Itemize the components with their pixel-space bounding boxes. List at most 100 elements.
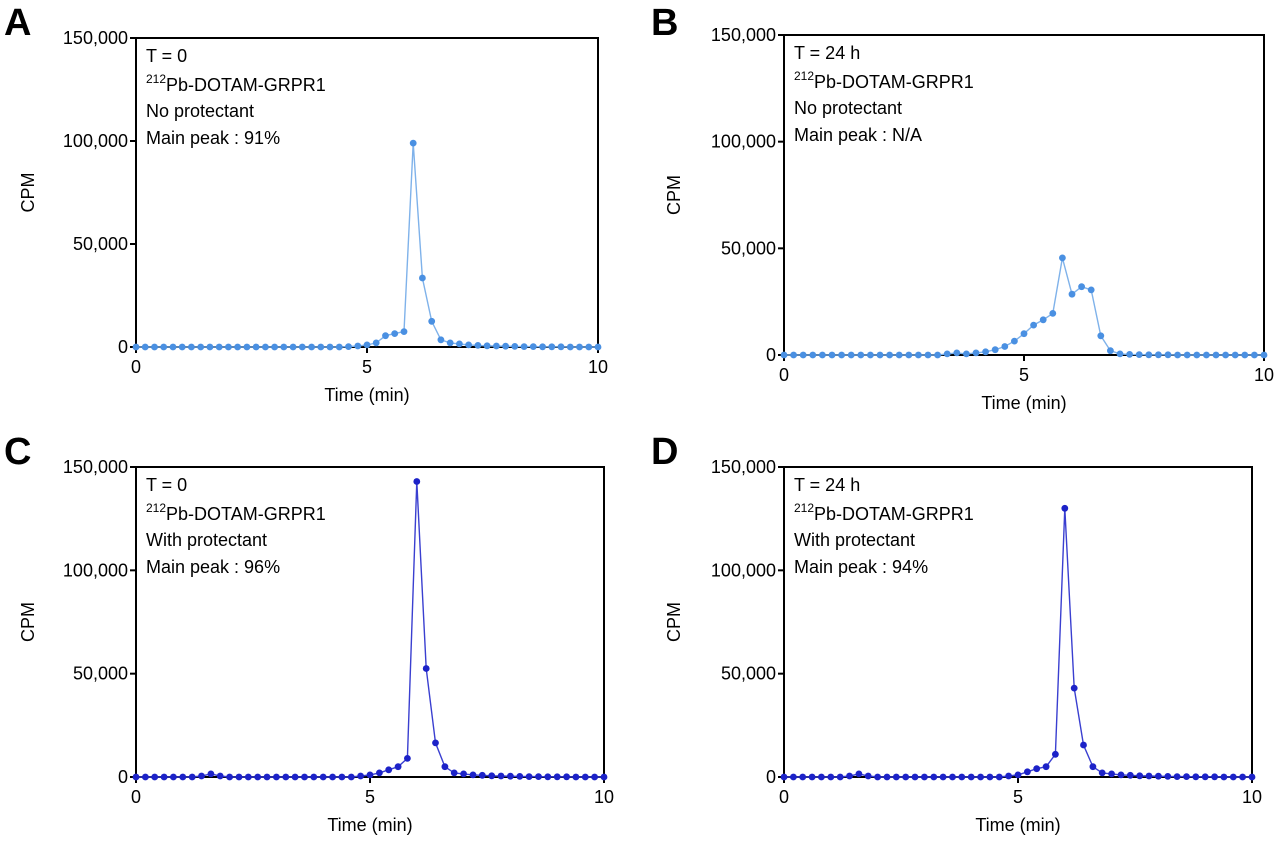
data-point — [366, 771, 374, 779]
data-point — [576, 343, 583, 351]
data-point — [1052, 750, 1059, 758]
x-tick-label: 5 — [365, 787, 375, 807]
y-tick-label: 150,000 — [711, 457, 776, 477]
data-point — [548, 343, 556, 351]
x-tick-label: 0 — [131, 357, 141, 377]
y-tick-label: 0 — [766, 767, 776, 787]
data-point — [600, 773, 608, 781]
y-tick-label: 150,000 — [711, 25, 776, 45]
x-axis-label: Time (min) — [975, 815, 1060, 835]
data-point — [529, 343, 537, 350]
data-point — [1097, 332, 1105, 340]
data-point — [1222, 351, 1229, 359]
data-point — [160, 343, 168, 351]
data-point — [1039, 316, 1047, 324]
data-point — [469, 771, 477, 779]
data-point — [943, 350, 951, 358]
data-point — [488, 772, 496, 780]
data-point — [262, 343, 269, 351]
data-point — [924, 351, 932, 359]
data-point — [252, 343, 260, 351]
data-point — [1220, 773, 1228, 781]
data-point — [345, 343, 352, 350]
data-point — [400, 328, 408, 335]
data-point — [132, 773, 140, 781]
data-point — [930, 773, 938, 781]
x-axis-label: Time (min) — [981, 393, 1066, 413]
data-point — [1117, 771, 1125, 779]
data-point — [972, 349, 980, 357]
data-point — [511, 343, 519, 350]
data-point — [1014, 771, 1022, 779]
data-point — [298, 343, 306, 351]
data-point — [967, 773, 975, 781]
data-point — [847, 351, 855, 359]
y-tick-label: 150,000 — [63, 28, 128, 48]
data-point — [282, 773, 290, 781]
data-point — [1155, 772, 1162, 780]
data-point — [1183, 773, 1190, 780]
data-point — [874, 773, 881, 781]
x-tick-label: 5 — [1013, 787, 1023, 807]
data-point — [838, 351, 845, 359]
data-point — [1192, 773, 1200, 781]
data-point — [1042, 763, 1050, 771]
data-point — [855, 770, 863, 778]
data-point — [326, 343, 334, 351]
data-point — [502, 342, 509, 350]
data-point — [263, 773, 271, 781]
chart-panel-a: 0 50,000 100,000 150,000 0 5 10 Time (min) CPM T … — [18, 28, 608, 405]
y-axis-label: CPM — [18, 173, 38, 213]
panel-letter-d: D — [651, 431, 679, 473]
data-point — [1116, 350, 1124, 358]
data-point — [1020, 330, 1028, 338]
data-point — [1080, 741, 1087, 749]
data-point — [895, 351, 903, 359]
data-point — [1193, 351, 1201, 359]
data-point — [394, 763, 402, 771]
data-point — [329, 773, 336, 781]
annotation-compound: 212Pb-DOTAM-GRPR1 — [146, 72, 326, 95]
data-point — [1135, 351, 1143, 358]
y-tick-label: 0 — [118, 767, 128, 787]
annotation-time: T = 0 — [146, 475, 187, 495]
data-point — [382, 332, 389, 340]
data-point — [876, 351, 884, 359]
data-point — [809, 351, 817, 359]
data-point — [169, 343, 177, 351]
panel-letter-b: B — [651, 2, 679, 44]
data-point — [335, 343, 343, 351]
data-point — [836, 773, 844, 781]
data-point — [338, 773, 346, 781]
data-point — [132, 343, 140, 351]
data-point — [404, 755, 411, 762]
data-point — [1173, 773, 1181, 780]
chart-panel-b: 0 50,000 100,000 150,000 0 5 10 Time (min) CPM T … — [664, 25, 1274, 413]
data-point — [1024, 768, 1031, 776]
data-point — [539, 343, 546, 351]
annotation-main-peak: Main peak : 96% — [146, 557, 280, 577]
data-point — [572, 773, 580, 781]
data-point — [949, 773, 956, 781]
data-point — [497, 772, 505, 780]
data-point — [1241, 351, 1249, 359]
data-point — [1126, 771, 1134, 779]
data-point — [441, 763, 449, 771]
data-point — [142, 773, 149, 781]
data-point — [354, 342, 362, 350]
data-point — [790, 351, 797, 359]
data-point — [799, 773, 807, 781]
data-point — [179, 773, 187, 781]
annotation-compound: 212Pb-DOTAM-GRPR1 — [794, 501, 974, 524]
panel-letter-c: C — [4, 431, 32, 473]
data-point — [1005, 772, 1012, 780]
data-point — [544, 773, 552, 781]
data-point — [160, 773, 168, 781]
x-tick-label: 0 — [131, 787, 141, 807]
annotation-main-peak: Main peak : 94% — [794, 557, 928, 577]
data-point — [986, 773, 994, 781]
data-point — [1061, 504, 1069, 512]
data-point — [594, 343, 602, 351]
data-point — [934, 351, 941, 359]
data-point — [846, 772, 853, 780]
